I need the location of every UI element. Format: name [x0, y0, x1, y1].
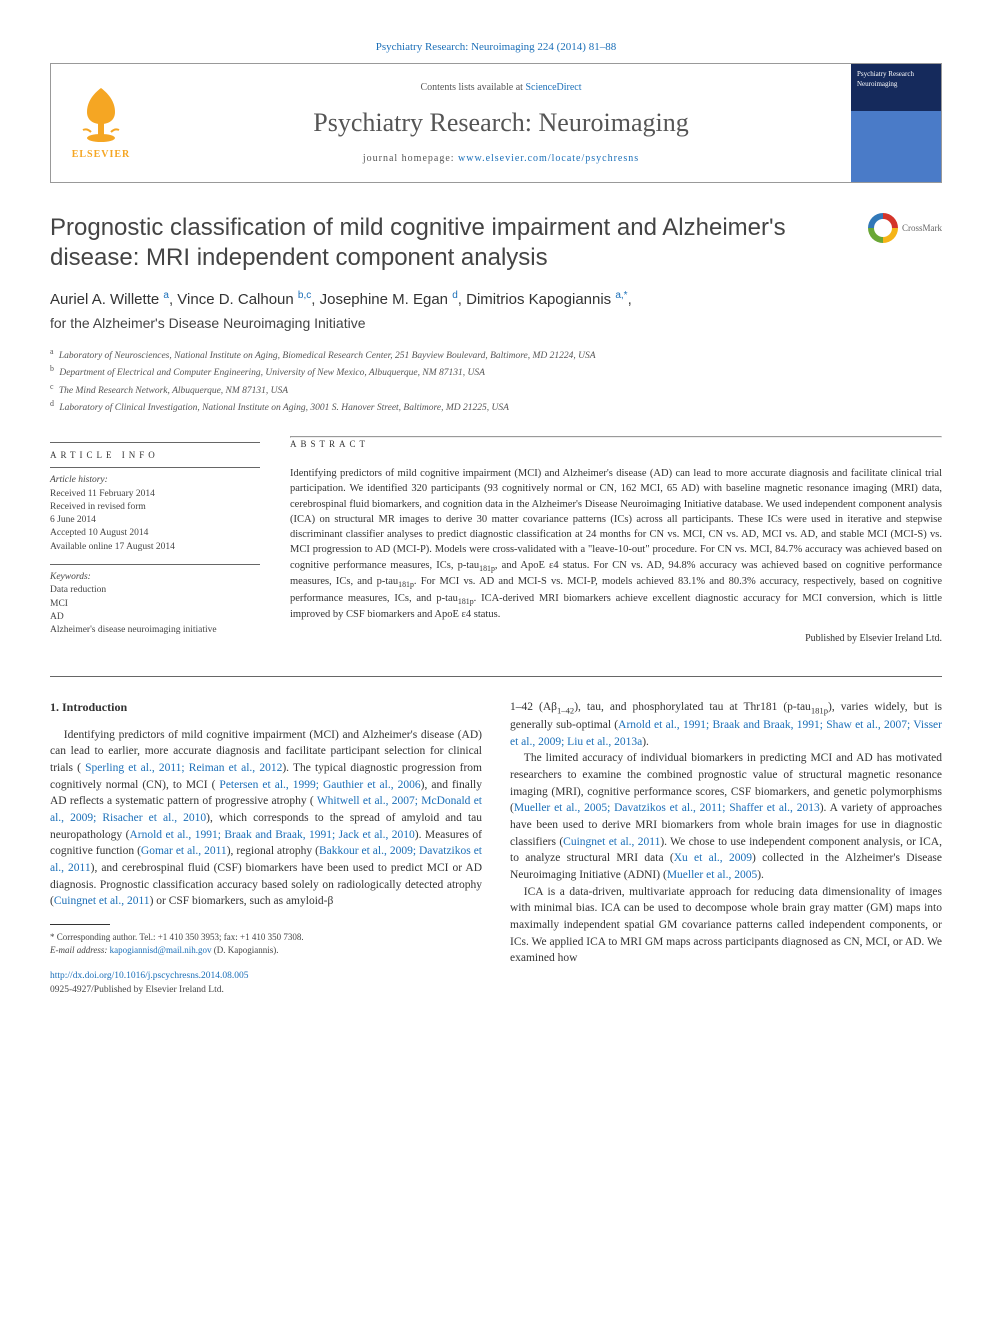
article-title: Prognostic classification of mild cognit… [50, 213, 856, 273]
publisher-line: Published by Elsevier Ireland Ltd. [290, 632, 942, 646]
author-affiliation-marker: a,* [615, 290, 627, 301]
citation-link[interactable]: Petersen et al., 1999; Gauthier et al., … [215, 779, 420, 791]
keyword: Data reduction [50, 584, 260, 597]
citation-link[interactable]: Mueller et al., 2005 [667, 869, 757, 881]
citation-link[interactable]: Arnold et al., 1991; Braak and Braak, 19… [129, 829, 414, 841]
affiliations: a Laboratory of Neurosciences, National … [50, 346, 942, 416]
citation-link[interactable]: Mueller et al., 2005; Davatzikos et al.,… [514, 802, 820, 814]
author-name: Dimitrios Kapogiannis [466, 291, 615, 308]
history-line: Available online 17 August 2014 [50, 541, 260, 554]
citation-link[interactable]: Sperling et al., 2011; Reiman et al., 20… [81, 762, 282, 774]
homepage-line: journal homepage: www.elsevier.com/locat… [151, 152, 851, 166]
history-line: 6 June 2014 [50, 514, 260, 527]
initiative-line: for the Alzheimer's Disease Neuroimaging… [50, 314, 942, 334]
footnote-separator [50, 924, 110, 925]
body-left-column: 1. Introduction Identifying predictors o… [50, 699, 482, 998]
keywords-block: Keywords: Data reductionMCIADAlzheimer's… [50, 571, 260, 637]
body-paragraph: Identifying predictors of mild cognitive… [50, 727, 482, 910]
body-paragraph: The limited accuracy of individual bioma… [510, 750, 942, 883]
author-affiliation-marker: d [452, 290, 458, 301]
body-right-column: 1–42 (Aβ1–42), tau, and phosphorylated t… [510, 699, 942, 998]
citation-link[interactable]: Gomar et al., 2011 [141, 845, 227, 857]
contents-prefix: Contents lists available at [420, 82, 525, 93]
copyright-line: 0925-4927/Published by Elsevier Ireland … [50, 984, 482, 998]
running-head: Psychiatry Research: Neuroimaging 224 (2… [50, 40, 942, 55]
history-line: Accepted 10 August 2014 [50, 527, 260, 540]
journal-name: Psychiatry Research: Neuroimaging [151, 105, 851, 141]
affiliation-line: a Laboratory of Neurosciences, National … [50, 346, 942, 363]
affiliation-line: d Laboratory of Clinical Investigation, … [50, 398, 942, 415]
homepage-prefix: journal homepage: [363, 153, 458, 164]
citation-link[interactable]: Cuingnet et al., 2011 [54, 895, 150, 907]
affiliation-line: c The Mind Research Network, Albuquerque… [50, 381, 942, 398]
keyword: AD [50, 611, 260, 624]
author-name: Auriel A. Willette [50, 291, 163, 308]
body-paragraph: ICA is a data-driven, multivariate appro… [510, 884, 942, 967]
article-info-heading: ARTICLE INFO [50, 449, 260, 462]
journal-cover-thumbnail: Psychiatry Research Neuroimaging [851, 64, 941, 182]
abstract-column: ABSTRACT Identifying predictors of mild … [290, 436, 942, 647]
crossmark-badge[interactable]: CrossMark [868, 213, 942, 243]
affiliation-line: b Department of Electrical and Computer … [50, 363, 942, 380]
keywords-label: Keywords: [50, 572, 91, 582]
intro-heading: 1. Introduction [50, 699, 482, 716]
elsevier-text: ELSEVIER [72, 148, 131, 162]
history-block: Article history: Received 11 February 20… [50, 474, 260, 554]
elsevier-tree-icon [73, 84, 129, 144]
author-name: Josephine M. Egan [320, 291, 453, 308]
keyword: Alzheimer's disease neuroimaging initiat… [50, 624, 260, 637]
history-line: Received 11 February 2014 [50, 488, 260, 501]
author-affiliation-marker: a [163, 290, 169, 301]
crossmark-icon [868, 213, 898, 243]
body-paragraph: 1–42 (Aβ1–42), tau, and phosphorylated t… [510, 699, 942, 750]
email-label: E-mail address: [50, 945, 110, 955]
journal-header: ELSEVIER Contents lists available at Sci… [50, 63, 942, 183]
email-link[interactable]: kapogiannisd@mail.nih.gov [110, 945, 212, 955]
author-affiliation-marker: b,c [298, 290, 311, 301]
sciencedirect-link[interactable]: ScienceDirect [525, 82, 581, 93]
email-suffix: (D. Kapogiannis). [211, 945, 278, 955]
citation-link[interactable]: Bakkour et al., 2009; Davatzikos et al.,… [50, 845, 482, 874]
section-divider [50, 676, 942, 677]
history-line: Received in revised form [50, 501, 260, 514]
corr-tel-fax: * Corresponding author. Tel.: +1 410 350… [50, 931, 482, 944]
corresponding-author-footnote: * Corresponding author. Tel.: +1 410 350… [50, 931, 482, 956]
citation-link[interactable]: Whitwell et al., 2007; McDonald et al., … [50, 795, 482, 824]
citation-link[interactable]: Arnold et al., 1991; Braak and Braak, 19… [510, 719, 942, 748]
citation-link[interactable]: Cuingnet et al., 2011 [563, 836, 660, 848]
cover-title: Psychiatry Research Neuroimaging [851, 64, 941, 96]
article-info-column: ARTICLE INFO Article history: Received 1… [50, 436, 260, 647]
keyword: MCI [50, 598, 260, 611]
contents-line: Contents lists available at ScienceDirec… [151, 81, 851, 95]
citation-link[interactable]: Xu et al., 2009 [674, 852, 752, 864]
doi-link[interactable]: http://dx.doi.org/10.1016/j.pscychresns.… [50, 971, 249, 981]
elsevier-logo: ELSEVIER [51, 64, 151, 182]
abstract-heading: ABSTRACT [290, 438, 942, 451]
authors-line: Auriel A. Willette a, Vince D. Calhoun b… [50, 289, 942, 310]
crossmark-label: CrossMark [902, 222, 942, 235]
abstract-text: Identifying predictors of mild cognitive… [290, 466, 942, 622]
homepage-link[interactable]: www.elsevier.com/locate/psychresns [458, 153, 639, 164]
history-label: Article history: [50, 475, 108, 485]
author-name: Vince D. Calhoun [177, 291, 298, 308]
